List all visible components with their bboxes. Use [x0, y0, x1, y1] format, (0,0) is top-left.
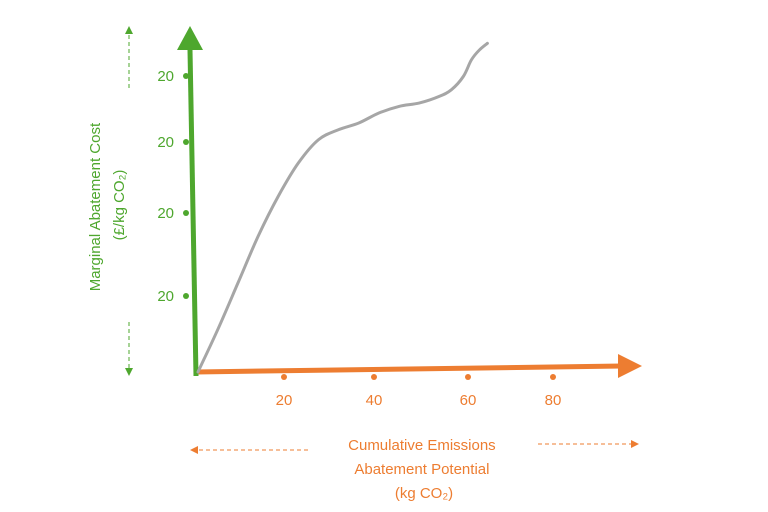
series-line-0: [196, 41, 489, 374]
y-axis-line: [187, 49, 199, 377]
x-tick-mark-2: [465, 374, 471, 380]
x-axis-line: [195, 363, 623, 375]
y-tick-label-3: 20: [157, 288, 174, 305]
y-tick-label-2: 20: [157, 205, 174, 222]
y-axis-arrowhead: [177, 26, 203, 50]
x-tick-label-3: 80: [545, 392, 562, 409]
y-axis-title-line-1: Marginal Abatement Cost: [87, 122, 104, 291]
x-tick-label-0: 20: [276, 392, 293, 409]
x-tick-label-2: 60: [460, 392, 477, 409]
y-tick-label-0: 20: [157, 68, 174, 85]
y-tick-mark-2: [183, 210, 189, 216]
y-axis-title-line-2: (£/kg CO₂): [111, 170, 128, 241]
y-axis-title: Marginal Abatement Cost (£/kg CO₂): [87, 119, 128, 292]
x-axis-arrowhead: [618, 354, 642, 378]
x-axis-title-line-3: (kg CO₂): [395, 485, 453, 502]
x-axis-title-line-1: Cumulative Emissions: [348, 437, 496, 454]
x-tick-mark-3: [550, 374, 556, 380]
x-axis-title-line-2: Abatement Potential: [354, 461, 489, 478]
x-tick-mark-1: [371, 374, 377, 380]
y-tick-label-1: 20: [157, 134, 174, 151]
y-tick-mark-1: [183, 139, 189, 145]
x-axis-title: Cumulative Emissions Abatement Potential…: [348, 437, 500, 502]
y-tick-mark-0: [183, 73, 189, 79]
x-tick-label-1: 40: [366, 392, 383, 409]
y-tick-mark-3: [183, 293, 189, 299]
x-tick-mark-0: [281, 374, 287, 380]
